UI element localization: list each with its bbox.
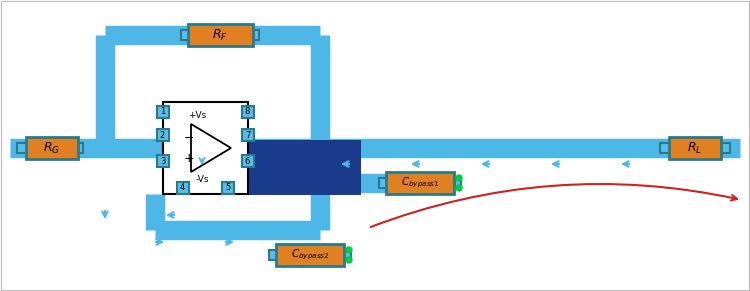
Text: 7: 7 (244, 130, 250, 139)
Text: $C_{bypass1}$: $C_{bypass1}$ (400, 176, 439, 190)
Text: −: − (184, 132, 194, 145)
Bar (157, 155, 169, 167)
Bar (341, 250, 351, 260)
FancyBboxPatch shape (276, 244, 344, 266)
Bar (73, 143, 83, 153)
Bar (379, 178, 389, 188)
Bar (181, 30, 191, 40)
Bar (157, 129, 169, 141)
Bar (245, 140, 361, 195)
FancyBboxPatch shape (26, 137, 78, 159)
Bar (176, 182, 188, 194)
Bar (157, 106, 169, 118)
Bar (242, 106, 254, 118)
Bar (242, 129, 254, 141)
Text: 2: 2 (160, 130, 165, 139)
Text: +Vs: +Vs (188, 111, 206, 120)
Text: $C_{bypass2}$: $C_{bypass2}$ (291, 248, 329, 262)
Bar (242, 155, 254, 167)
Bar (720, 143, 730, 153)
Text: $R_F$: $R_F$ (212, 27, 228, 42)
Circle shape (346, 257, 352, 263)
Text: 1: 1 (160, 107, 165, 116)
Circle shape (456, 185, 462, 191)
Bar (269, 250, 279, 260)
Bar (221, 182, 233, 194)
Bar (163, 102, 248, 194)
Text: $R_L$: $R_L$ (688, 141, 703, 156)
Text: 4: 4 (180, 184, 185, 193)
FancyBboxPatch shape (188, 24, 253, 46)
Circle shape (456, 175, 462, 181)
FancyBboxPatch shape (386, 172, 454, 194)
Text: 5: 5 (225, 184, 230, 193)
Bar (249, 30, 259, 40)
Text: 3: 3 (160, 157, 165, 166)
FancyBboxPatch shape (669, 137, 721, 159)
Text: +: + (184, 152, 194, 164)
Text: -Vs: -Vs (195, 175, 208, 184)
Bar (17, 143, 27, 153)
Bar (451, 178, 461, 188)
Text: 6: 6 (244, 157, 250, 166)
Circle shape (346, 247, 352, 253)
Text: 8: 8 (244, 107, 250, 116)
Text: $R_G$: $R_G$ (44, 141, 61, 156)
Bar (660, 143, 670, 153)
